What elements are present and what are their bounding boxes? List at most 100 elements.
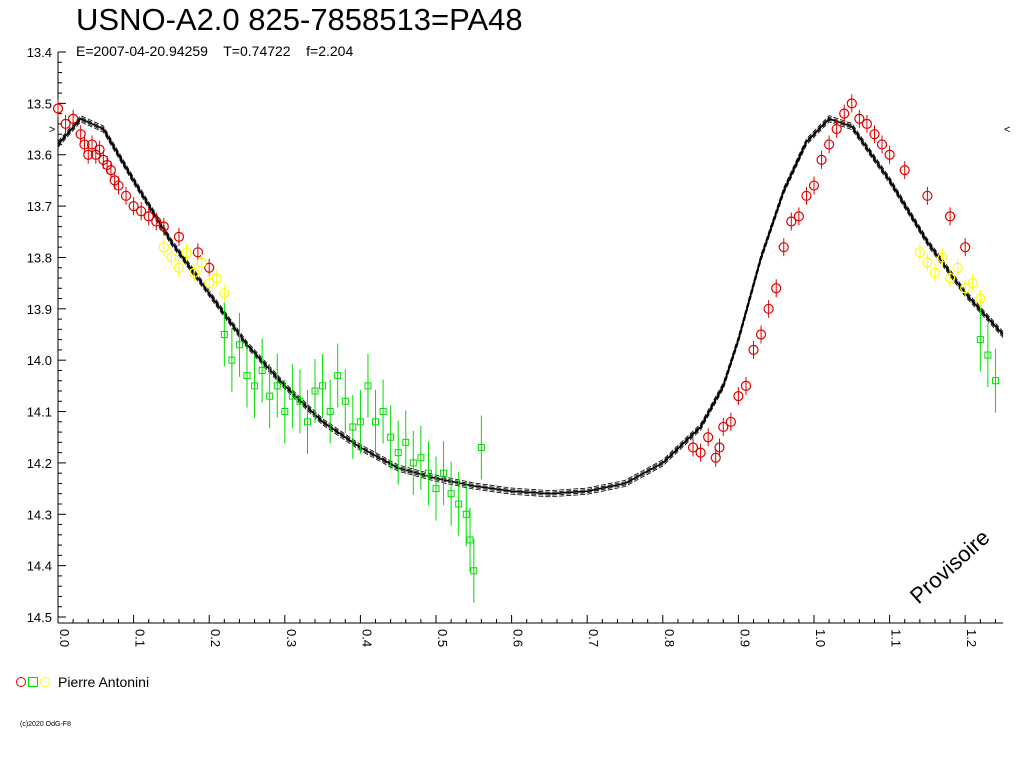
data-point	[967, 278, 978, 289]
x-tick-label: 0.2	[208, 629, 223, 647]
data-point	[296, 397, 304, 405]
legend-label: Pierre Antonini	[58, 674, 150, 690]
y-tick-label: 13.5	[27, 96, 52, 111]
data-point	[801, 190, 812, 201]
data-point	[440, 469, 448, 477]
data-point	[417, 454, 425, 462]
data-point	[68, 113, 79, 124]
y-tick-label: 14.4	[27, 559, 52, 574]
data-point	[90, 149, 101, 160]
data-point	[899, 165, 910, 176]
data-point	[281, 408, 289, 416]
data-point	[211, 272, 222, 284]
y-tick-label: 13.8	[27, 250, 52, 265]
data-point	[831, 123, 842, 135]
data-point	[220, 331, 228, 338]
data-point	[960, 242, 971, 253]
data-point	[204, 278, 215, 289]
legend-yellow-circle-icon	[40, 677, 50, 687]
data-point	[181, 247, 192, 258]
tick-labels-layer: 13.4 13.5 13.6 13.7 13.8 13.9 14.0 14.1 14.2 14.3…	[27, 45, 1011, 647]
data-point	[94, 144, 105, 155]
model-curve	[57, 115, 1004, 492]
data-point	[136, 206, 147, 217]
data-point	[86, 139, 98, 150]
x-tick-label: 1.1	[889, 629, 904, 647]
data-point	[778, 242, 789, 253]
data-point	[733, 391, 744, 402]
data-point	[356, 418, 364, 426]
model-curve	[57, 116, 1004, 493]
data-point	[984, 351, 992, 359]
data-point	[173, 231, 185, 243]
data-point	[266, 392, 274, 400]
data-point	[113, 180, 124, 191]
data-point	[975, 293, 986, 304]
data-point	[60, 118, 71, 130]
x-tick-label: 0.8	[662, 629, 677, 647]
data-point	[235, 341, 243, 349]
data-point	[192, 247, 203, 258]
data-point	[771, 283, 782, 294]
data-point	[379, 408, 387, 416]
data-point	[740, 380, 752, 391]
legend: Pierre Antonini	[16, 674, 149, 690]
x-tick-label: 0.4	[359, 629, 374, 647]
data-point	[311, 387, 319, 395]
data-point	[166, 252, 177, 263]
data-point	[288, 392, 296, 400]
data-point	[929, 267, 941, 278]
x-tick-label: 0.7	[586, 629, 601, 647]
data-point	[75, 129, 86, 140]
left-marker: >	[49, 124, 55, 136]
data-point	[334, 372, 342, 380]
data-point	[228, 356, 236, 364]
data-point	[447, 490, 455, 498]
model-curve	[57, 121, 1004, 498]
legend-green-square-icon	[28, 677, 38, 687]
data-point	[98, 154, 109, 165]
model-curve	[57, 117, 1004, 495]
right-marker: <	[1004, 124, 1010, 136]
data-point	[991, 377, 999, 385]
x-tick-label: 0.5	[435, 629, 450, 647]
data-point	[109, 175, 120, 186]
data-point	[83, 149, 94, 160]
data-point	[52, 103, 64, 114]
data-point	[976, 336, 984, 344]
data-point	[409, 459, 417, 467]
data-point	[714, 442, 725, 453]
data-point	[319, 382, 327, 390]
data-point	[105, 165, 117, 176]
data-point	[703, 432, 714, 443]
data-point	[869, 129, 880, 140]
data-points-layer	[52, 94, 999, 603]
legend-red-circle-icon	[16, 677, 26, 687]
data-point	[695, 447, 706, 458]
data-point	[102, 159, 113, 171]
data-point	[424, 469, 432, 477]
data-point	[128, 200, 139, 212]
data-point	[394, 449, 402, 457]
data-point	[854, 113, 865, 124]
data-point	[243, 372, 251, 380]
x-tick-label: 1.0	[813, 629, 828, 647]
data-point	[387, 433, 395, 441]
data-point	[372, 418, 380, 426]
data-point	[158, 221, 169, 232]
data-point	[477, 444, 485, 451]
data-point	[786, 216, 797, 227]
x-tick-label: 0.6	[511, 629, 526, 647]
y-tick-label: 13.6	[27, 148, 52, 163]
data-point	[204, 262, 215, 273]
chart-subtitle: E=2007-04-20.94259 T=0.74722 f=2.204	[76, 43, 354, 59]
data-point	[922, 190, 933, 201]
data-point	[188, 267, 200, 278]
data-point	[143, 211, 154, 222]
data-point	[846, 98, 857, 109]
data-point	[884, 149, 895, 160]
x-tick-label: 0.0	[57, 629, 72, 647]
data-point	[349, 423, 357, 431]
x-tick-label: 0.3	[284, 629, 299, 647]
